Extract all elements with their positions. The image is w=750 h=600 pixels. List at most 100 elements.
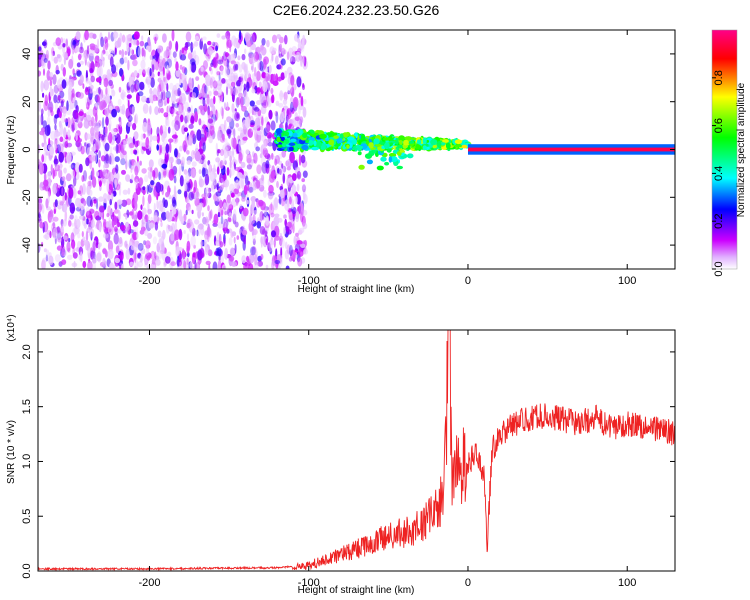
heatmap-cell (217, 59, 224, 65)
heatmap-cell (276, 64, 282, 70)
heatmap-cell (133, 243, 138, 253)
heatmap-cell (205, 97, 211, 106)
heatmap-cell (52, 216, 59, 222)
heatmap-cell (146, 254, 151, 261)
heatmap-cell (251, 73, 257, 80)
heatmap-cell (238, 140, 245, 146)
heatmap-cell (96, 251, 102, 263)
heatmap-cell (249, 33, 256, 45)
heatmap-cell (140, 133, 144, 141)
heatmap-cell (150, 180, 155, 186)
heatmap-cell (213, 95, 216, 105)
heatmap-cell (127, 47, 134, 56)
heatmap-cell (215, 239, 221, 247)
heatmap-cell (134, 165, 139, 176)
heatmap-cell (105, 116, 109, 126)
heatmap-cell (201, 167, 206, 178)
heatmap-cell (284, 241, 288, 249)
heatmap-cell (39, 130, 45, 136)
heatmap-cell (48, 255, 54, 266)
heatmap-cell (278, 195, 282, 205)
heatmap-cell (195, 76, 200, 81)
heatmap-cell (87, 180, 92, 187)
heatmap-cell (280, 246, 283, 259)
heatmap-cell (188, 221, 195, 233)
heatmap-cell (102, 257, 106, 267)
heatmap-cell (43, 79, 50, 91)
heatmap-cell (267, 82, 271, 89)
heatmap-cell (210, 209, 213, 220)
heatmap-cell (77, 121, 83, 129)
heatmap-cell (256, 180, 261, 189)
heatmap-cell (71, 44, 75, 55)
heatmap-cell (127, 99, 130, 109)
heatmap-cell (223, 265, 226, 269)
heatmap-cell (77, 232, 81, 239)
heatmap-cell (236, 96, 241, 106)
heatmap-cell (289, 107, 293, 118)
heatmap-cell (300, 211, 304, 223)
heatmap-cell (209, 124, 215, 136)
heatmap-cell (199, 247, 205, 259)
heatmap-cell (110, 87, 114, 93)
heatmap-cell (219, 184, 224, 191)
heatmap-cell (49, 209, 54, 220)
heatmap-cell (235, 123, 240, 128)
heatmap-cell (160, 159, 165, 164)
heatmap-cell (149, 68, 152, 77)
heatmap-cell (253, 177, 256, 182)
heatmap-cell (137, 141, 144, 147)
heatmap-cell (216, 231, 220, 243)
heatmap-cell (220, 209, 224, 216)
heatmap-cell (113, 233, 119, 245)
heatmap-cell (289, 151, 295, 164)
heatmap-cell (272, 155, 279, 160)
heatmap-cell (114, 47, 117, 56)
heatmap-cell (38, 114, 42, 126)
heatmap-cell (141, 218, 147, 225)
heatmap-cell (146, 124, 152, 137)
heatmap-cell (133, 31, 140, 40)
heatmap-cell (217, 129, 221, 141)
heatmap-cell (300, 206, 305, 217)
heatmap-cell (264, 116, 269, 123)
heatmap-cell (380, 156, 387, 162)
heatmap-cell (156, 126, 160, 137)
heatmap-cell (297, 38, 301, 43)
heatmap-cell (281, 149, 287, 158)
heatmap-cell (116, 199, 123, 205)
heatmap-cell (88, 140, 91, 151)
heatmap-cell (398, 135, 406, 142)
heatmap-cell (286, 107, 292, 120)
heatmap-cell (222, 218, 227, 230)
heatmap-cell (179, 74, 182, 86)
heatmap-cell (103, 164, 106, 169)
heatmap-cell (246, 199, 249, 205)
heatmap-cell (229, 168, 232, 178)
heatmap-cell (89, 67, 94, 74)
heatmap-cell (121, 169, 126, 175)
heatmap-cell (170, 261, 176, 267)
heatmap-cell (300, 243, 306, 248)
heatmap-cell (82, 260, 87, 269)
heatmap-cell (287, 130, 293, 137)
heatmap-x-axis-label: Height of straight line (km) (298, 284, 415, 295)
heatmap-cell (366, 159, 373, 165)
heatmap-cell (261, 38, 266, 46)
heatmap-cell (212, 177, 217, 186)
heatmap-cell (226, 116, 232, 123)
heatmap-cell (141, 142, 147, 147)
heatmap-cell (49, 79, 53, 87)
heatmap-cell (43, 39, 48, 49)
heatmap-cell (56, 245, 63, 251)
heatmap-cell (170, 232, 175, 242)
heatmap-cell (347, 136, 355, 141)
heatmap-cell (294, 243, 301, 251)
heatmap-cell (60, 227, 64, 233)
heatmap-cell (143, 106, 146, 111)
heatmap-cell (150, 250, 156, 260)
heatmap-cell (200, 37, 203, 42)
heatmap-cell (168, 168, 175, 181)
heatmap-cell (125, 174, 131, 182)
